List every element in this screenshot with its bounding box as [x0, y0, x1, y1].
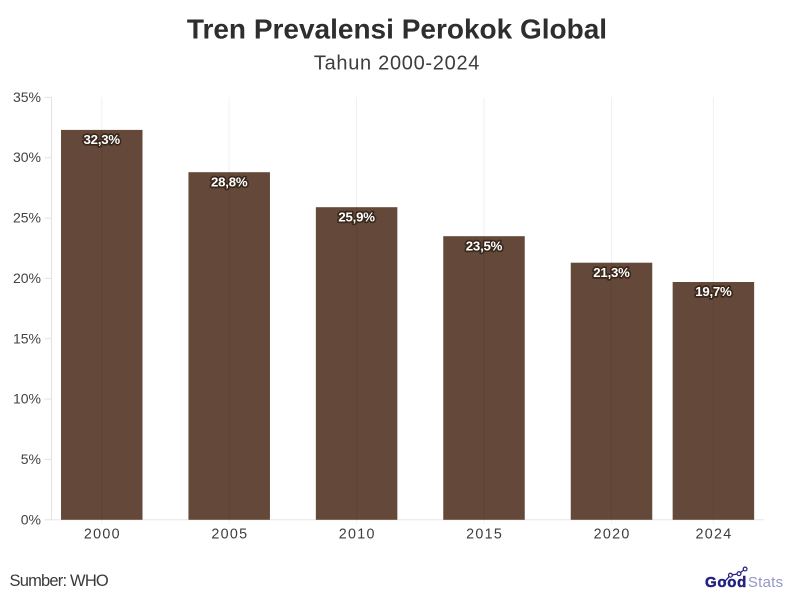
svg-text:Stats: Stats [748, 574, 783, 591]
svg-text:28,8%: 28,8% [211, 174, 248, 189]
svg-text:15%: 15% [13, 330, 41, 346]
svg-text:2000: 2000 [84, 526, 121, 542]
svg-text:23,5%: 23,5% [466, 238, 503, 253]
svg-text:20%: 20% [13, 270, 41, 286]
svg-text:2005: 2005 [211, 526, 248, 542]
svg-text:5%: 5% [21, 451, 41, 467]
svg-text:2010: 2010 [339, 526, 376, 542]
svg-text:2015: 2015 [466, 526, 503, 542]
svg-text:Tren Prevalensi Perokok Global: Tren Prevalensi Perokok Global [187, 14, 607, 45]
svg-text:Tahun 2000-2024: Tahun 2000-2024 [314, 53, 480, 75]
svg-text:25,9%: 25,9% [338, 209, 375, 224]
svg-text:0%: 0% [21, 511, 41, 527]
svg-text:19,7%: 19,7% [695, 284, 732, 299]
svg-text:2020: 2020 [594, 526, 631, 542]
svg-text:35%: 35% [13, 89, 41, 105]
svg-text:10%: 10% [13, 391, 41, 407]
svg-text:21,3%: 21,3% [593, 265, 630, 280]
svg-text:32,3%: 32,3% [84, 132, 121, 147]
svg-text:2024: 2024 [696, 526, 733, 542]
svg-text:30%: 30% [13, 149, 41, 165]
svg-text:Sumber: WHO: Sumber: WHO [10, 572, 109, 590]
svg-text:25%: 25% [13, 210, 41, 226]
svg-text:Good: Good [705, 574, 747, 591]
